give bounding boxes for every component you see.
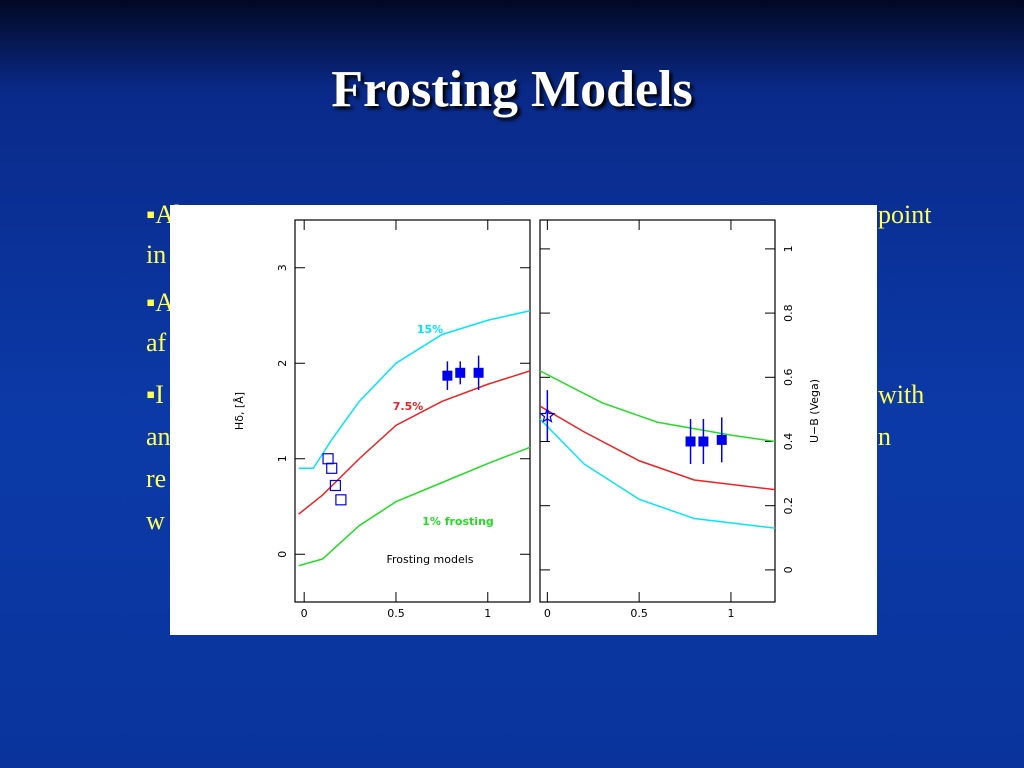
y-tick-label: 0 <box>782 566 795 573</box>
data-point <box>473 367 484 378</box>
data-point <box>685 436 696 447</box>
y-tick-label: 1 <box>276 455 289 462</box>
slide-title: Frosting Models <box>331 61 693 118</box>
x-tick-label: 0.5 <box>387 607 405 620</box>
x-tick-label: 0.5 <box>630 607 648 620</box>
model-line <box>539 418 776 529</box>
model-line <box>298 370 531 515</box>
bullet-fragment: point <box>878 200 932 229</box>
model-line <box>539 405 776 491</box>
model-line <box>298 309 531 470</box>
bullet-fragment: re <box>146 464 167 493</box>
model-line <box>298 446 531 567</box>
y-tick-label: 0.6 <box>782 369 795 387</box>
x-tick-label: 0 <box>301 607 308 620</box>
bullet-fragment: w <box>146 506 165 535</box>
plot-frame <box>294 219 531 603</box>
data-point <box>716 434 727 445</box>
y-axis-label: Hδ, [Å] <box>233 392 246 430</box>
bullet-fragment: ▪I <box>146 380 164 409</box>
y-tick-label: 3 <box>276 264 289 271</box>
y-tick-label: 0.2 <box>782 497 795 515</box>
y-tick-label: 0.4 <box>782 433 795 451</box>
figure-background <box>170 205 877 635</box>
line-label: 15% <box>417 323 443 336</box>
line-label: 7.5% <box>393 400 424 413</box>
bullet-fragment: af <box>146 328 167 357</box>
x-tick-label: 1 <box>727 607 734 620</box>
line-label: 1% frosting <box>422 515 494 528</box>
data-point <box>326 462 338 474</box>
bullet-fragment: in <box>146 240 167 269</box>
data-point <box>539 407 556 423</box>
data-point <box>335 494 347 506</box>
plot-frame <box>539 219 776 603</box>
model-line <box>539 370 776 443</box>
data-point <box>455 367 466 378</box>
y-tick-label: 0.8 <box>782 304 795 322</box>
data-point <box>329 479 341 492</box>
bullet-fragment: an <box>146 422 171 451</box>
y-tick-label: 2 <box>276 360 289 367</box>
bullet-fragment: n <box>878 422 891 451</box>
x-tick-label: 1 <box>484 607 491 620</box>
data-point <box>442 370 453 381</box>
y-axis-label: U−B (Vega) <box>808 379 821 443</box>
y-tick-label: 1 <box>782 245 795 252</box>
data-point <box>698 436 709 447</box>
y-tick-label: 0 <box>276 551 289 558</box>
annotation: Frosting models <box>386 553 473 566</box>
bullet-fragment: with <box>878 380 925 409</box>
x-tick-label: 0 <box>544 607 551 620</box>
bullet-fragment: ▪A <box>146 288 174 317</box>
